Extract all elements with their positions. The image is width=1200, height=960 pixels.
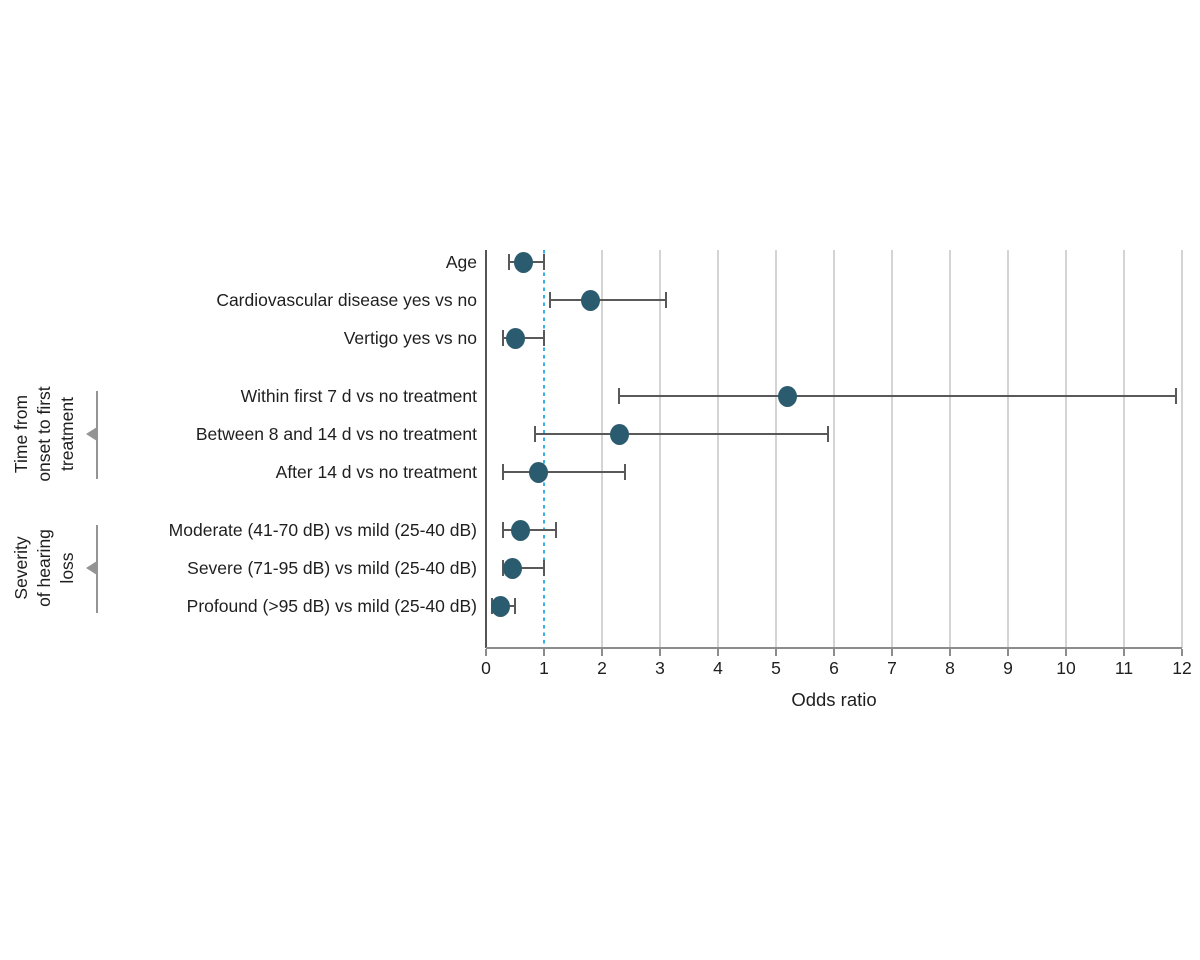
x-tick-label: 1: [539, 658, 549, 678]
group-label-line: loss: [57, 552, 77, 584]
x-tick: [1007, 649, 1009, 656]
or-dot: [514, 251, 534, 273]
x-tick: [1065, 649, 1067, 656]
ci-cap-right: [554, 522, 557, 538]
x-tick: [543, 649, 545, 656]
row-label: Profound (>95 dB) vs mild (25-40 dB): [186, 596, 477, 616]
x-tick-label: 7: [887, 658, 897, 678]
group-label: Severity of hearing loss: [10, 501, 80, 635]
ci-cap-left: [548, 292, 551, 308]
ci-cap-left: [508, 254, 511, 270]
ci-cap-left: [502, 522, 505, 538]
ci-cap-left: [618, 388, 621, 404]
gridline: [717, 250, 719, 648]
x-axis: [486, 647, 1182, 649]
row-label: Cardiovascular disease yes vs no: [216, 290, 477, 310]
x-tick: [1123, 649, 1125, 656]
reference-line: [542, 250, 546, 648]
ci-cap-left: [534, 426, 537, 442]
group-label-line: Time from: [11, 394, 31, 474]
row-label: Between 8 and 14 d vs no treatment: [195, 424, 477, 444]
x-tick-label: 3: [655, 658, 665, 678]
x-tick-label: 0: [481, 658, 491, 678]
gridline: [833, 250, 835, 648]
x-tick: [717, 649, 719, 656]
row-label: Age: [445, 252, 477, 272]
x-tick: [485, 649, 487, 656]
gridline: [601, 250, 603, 648]
x-tick-label: 4: [713, 658, 723, 678]
ci-cap-right: [1175, 388, 1178, 404]
gridline: [891, 250, 893, 648]
x-tick: [775, 649, 777, 656]
x-tick: [1181, 649, 1183, 656]
or-dot: [505, 327, 525, 349]
or-dot: [491, 595, 510, 617]
or-dot: [511, 519, 531, 541]
group-label-line: onset to first: [34, 386, 54, 482]
x-tick-label: 8: [945, 658, 955, 678]
ci-cap-right: [664, 292, 667, 308]
ci-cap-left: [502, 330, 505, 346]
ci-cap-right: [624, 464, 627, 480]
x-tick: [833, 649, 835, 656]
ci-cap-left: [502, 464, 505, 480]
y-axis: [485, 250, 487, 648]
gridline: [1123, 250, 1125, 648]
ci-bar: [535, 433, 829, 435]
group-label-line: Severity: [11, 536, 31, 600]
gridline: [775, 250, 777, 648]
x-tick: [891, 649, 893, 656]
row-label: Severe (71-95 dB) vs mild (25-40 dB): [187, 558, 477, 578]
x-tick: [949, 649, 951, 656]
group-arrow-icon: [86, 561, 97, 575]
or-dot: [580, 289, 600, 311]
row-label: After 14 d vs no treatment: [275, 462, 477, 482]
x-tick: [601, 649, 603, 656]
row-label: Within first 7 d vs no treatment: [240, 386, 477, 406]
group-label-line: treatment: [57, 397, 77, 471]
group-arrow-icon: [86, 427, 97, 441]
x-tick-label: 6: [829, 658, 839, 678]
group-label-line: of hearing: [34, 529, 54, 607]
x-tick-label: 11: [1114, 658, 1134, 678]
ci-cap-right: [827, 426, 830, 442]
or-dot: [502, 557, 522, 579]
gridline: [659, 250, 661, 648]
group-bracket: [96, 391, 98, 479]
ci-bar: [503, 471, 626, 473]
ci-cap-right: [543, 330, 545, 346]
or-dot: [778, 385, 798, 407]
or-dot: [528, 461, 548, 483]
x-tick-label: 10: [1056, 658, 1076, 678]
x-tick-label: 5: [771, 658, 781, 678]
ci-cap-right: [543, 560, 545, 576]
group-label: Time from onset to first treatment: [10, 367, 80, 501]
gridline: [1065, 250, 1067, 648]
x-tick-label: 9: [1003, 658, 1013, 678]
or-dot: [609, 423, 629, 445]
x-tick: [659, 649, 661, 656]
gridline: [1181, 250, 1183, 648]
ci-bar: [549, 299, 666, 301]
ci-cap-right: [543, 254, 545, 270]
gridline: [949, 250, 951, 648]
ci-cap-right: [514, 598, 516, 614]
x-tick-label: 2: [597, 658, 607, 678]
gridline: [1007, 250, 1009, 648]
x-axis-title: Odds ratio: [791, 689, 877, 710]
row-label: Vertigo yes vs no: [343, 328, 477, 348]
x-tick-label: 12: [1172, 658, 1192, 678]
ci-bar: [503, 567, 544, 569]
row-label: Moderate (41-70 dB) vs mild (25-40 dB): [168, 520, 477, 540]
group-bracket: [96, 525, 98, 613]
ci-bar: [619, 395, 1177, 397]
